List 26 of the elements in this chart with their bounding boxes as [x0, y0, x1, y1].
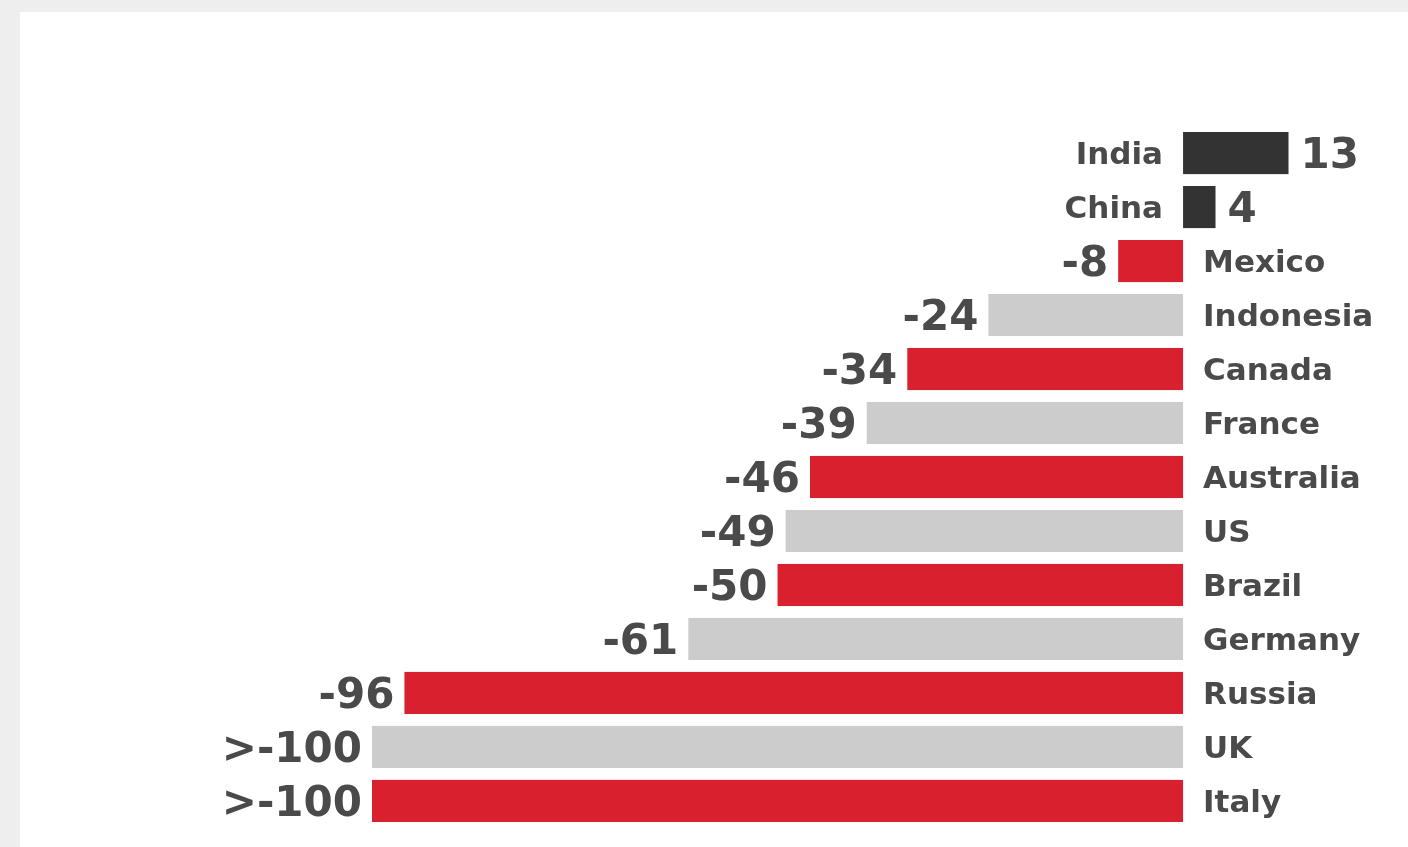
data-label: -50 — [691, 560, 768, 610]
y-tick-label: Australia — [1203, 458, 1361, 495]
data-label: -34 — [821, 344, 898, 394]
data-label: -46 — [724, 452, 800, 502]
data-label: -39 — [780, 398, 857, 448]
y-tick-label: France — [1203, 404, 1320, 441]
y-tick-label: Brazil — [1203, 566, 1303, 603]
y-tick-label: Mexico — [1203, 242, 1326, 279]
data-label: 4 — [1227, 182, 1257, 232]
y-tick-label: Germany — [1203, 620, 1361, 657]
y-tick-label: Canada — [1203, 350, 1333, 387]
y-tick-label: Russia — [1203, 674, 1318, 711]
data-label: -49 — [699, 506, 776, 556]
y-tick-label: UK — [1203, 728, 1254, 765]
data-label: -96 — [318, 668, 395, 718]
data-label: -24 — [902, 290, 979, 340]
data-label: >-100 — [221, 722, 362, 772]
data-label: -8 — [1061, 236, 1109, 286]
y-tick-label: Indonesia — [1203, 296, 1374, 333]
y-tick-label: Italy — [1203, 782, 1282, 819]
y-tick-label: US — [1203, 512, 1251, 549]
data-label: >-100 — [221, 776, 362, 826]
y-tick-label: China — [1064, 188, 1164, 225]
y-tick-label: India — [1075, 134, 1164, 171]
data-label: 13 — [1300, 128, 1359, 178]
data-label: -61 — [602, 614, 679, 664]
